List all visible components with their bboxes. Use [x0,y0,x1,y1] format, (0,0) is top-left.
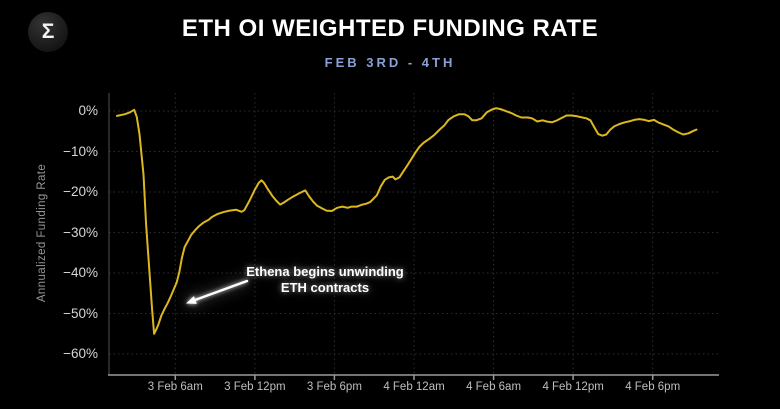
x-tick-label: 4 Feb 12am [383,381,445,393]
chart-title: ETH OI WEIGHTED FUNDING RATE [181,15,599,42]
chart-annotation: Ethena begins unwinding ETH contracts [225,264,425,295]
y-tick-label: −10% [63,143,98,159]
y-tick-label: −30% [63,224,98,240]
annotation-line-2: ETH contracts [280,279,370,295]
x-tick-label: 4 Feb 6am [466,381,522,393]
funding-rate-line [116,107,698,335]
y-tick-label: −40% [63,265,98,280]
x-tick-label: 3 Feb 6pm [306,381,362,393]
velo-logo: Σ [28,12,68,52]
x-tick-label: 3 Feb 12pm [224,381,286,393]
y-tick-label: −50% [63,305,98,321]
annotation-line-1: Ethena begins unwinding [246,264,404,279]
x-tick-label: 4 Feb 6pm [625,381,681,393]
y-tick-label: 0% [78,103,98,118]
y-tick-label: −60% [63,346,98,361]
y-tick-label: −20% [63,184,98,199]
chart-subtitle: FEB 3RD - 4TH [324,55,456,70]
x-tick-label: 4 Feb 12pm [542,381,604,393]
x-tick-label: 3 Feb 6am [147,381,203,393]
sigma-icon: Σ [41,19,55,43]
annotation-arrow [186,279,249,304]
